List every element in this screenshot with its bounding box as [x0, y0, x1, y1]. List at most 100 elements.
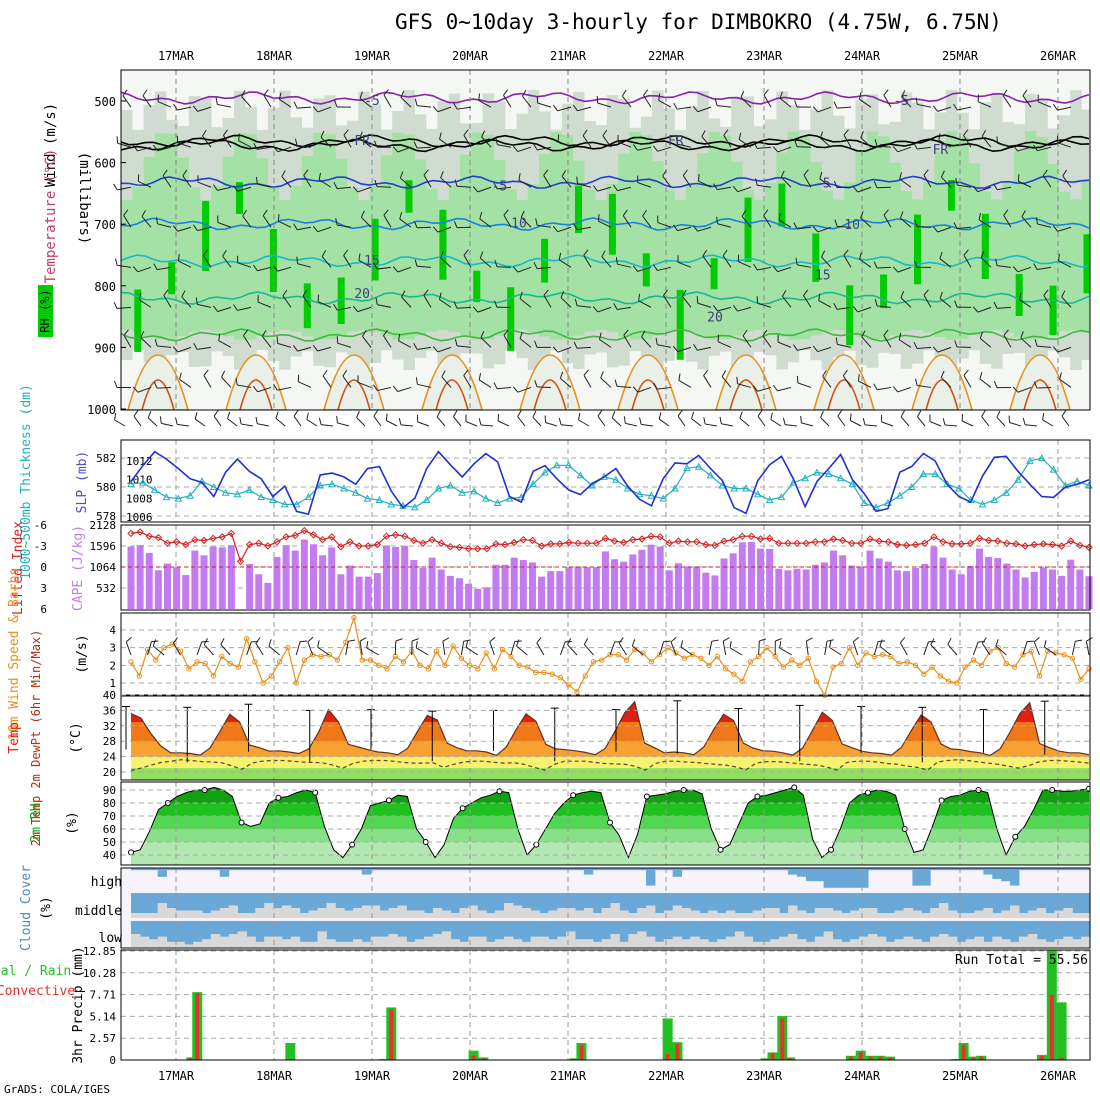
cloud-low-bar	[379, 936, 390, 947]
thickness-point	[198, 477, 206, 485]
upper-wind-barb	[560, 377, 572, 388]
upper-wind-barb-flag	[242, 209, 247, 217]
cloud-high-bar	[752, 868, 762, 871]
rh-shade-light-green	[482, 134, 495, 340]
upper-wind-barb-flag	[1033, 381, 1038, 389]
lifted-index-point	[337, 542, 345, 551]
upper-wind-barb-flag	[320, 130, 325, 138]
upper-wind-barb	[779, 97, 792, 108]
surface-wind-barb-flag	[711, 639, 719, 642]
upper-wind-barb	[897, 146, 912, 153]
temp-tick-label: 32	[103, 720, 116, 733]
isotherm-label: 20	[354, 287, 370, 302]
upper-wind-barb	[657, 344, 672, 348]
precip-tick-label: 5.14	[90, 1010, 117, 1023]
upper-wind-barb	[1002, 95, 1012, 108]
wind-speed-point	[243, 636, 250, 642]
near-surface-barb-flag	[597, 410, 603, 417]
cloud-low-bar	[299, 941, 310, 947]
thickness-point	[138, 478, 147, 486]
rh-shade-green	[812, 233, 820, 282]
surface-wind-barb-flag	[172, 637, 179, 644]
cloud-middle-bar	[175, 910, 185, 918]
wind10m-axis-label: 10m Wind Speed & Barbs	[7, 568, 22, 740]
cloud-low-bar	[583, 939, 594, 947]
lifted-index-point	[227, 529, 236, 538]
lifted-index-point	[264, 542, 272, 550]
upper-wind-barb-flag	[163, 289, 169, 296]
cape-bar	[830, 550, 838, 609]
near-surface-barb	[1009, 421, 1022, 427]
upper-wind-barb-flag	[873, 261, 878, 269]
rh-shade-green	[778, 183, 786, 227]
rh-shade-light-green	[426, 188, 438, 332]
wind-speed-point	[623, 657, 630, 663]
upper-wind-barb-flag	[115, 258, 118, 266]
upper-wind-barb	[1022, 95, 1032, 108]
upper-wind-barb-flag	[993, 301, 998, 309]
wind-speed-point	[1003, 660, 1010, 667]
near-surface-barb-flag	[942, 418, 946, 426]
cloud-low-bar	[832, 939, 842, 947]
upper-wind-barb	[780, 176, 792, 188]
wind-speed-point	[780, 664, 787, 670]
rh-shade-light-green	[234, 133, 246, 340]
upper-wind-barb	[778, 219, 792, 228]
upper-wind-barb	[359, 97, 372, 108]
upper-wind-barb-flag	[981, 130, 987, 137]
upper-wind-barb-flag	[358, 253, 361, 261]
wind-speed-point	[582, 673, 588, 679]
upper-wind-barb	[437, 226, 452, 233]
upper-wind-barb-flag	[503, 329, 509, 336]
wind-speed-point	[186, 666, 192, 672]
surface-wind-barb	[632, 645, 644, 656]
wind-speed-point	[326, 652, 332, 658]
upper-wind-barb-flag	[203, 369, 209, 376]
precip-convective-bar	[675, 1043, 680, 1060]
upper-wind-barb-flag	[803, 169, 809, 176]
credit-label: GrADS: COLA/IGES	[4, 1083, 110, 1096]
wind-speed-point	[1036, 673, 1043, 679]
wind-tick-label: 3	[109, 642, 116, 655]
upper-wind-barb	[697, 346, 712, 351]
wind-speed-point	[334, 657, 341, 663]
surface-wind-barb-flag	[806, 637, 813, 642]
cloud-high-bar	[637, 868, 647, 871]
upper-wind-barb-flag	[833, 101, 838, 109]
thickness-point	[647, 491, 656, 499]
cloud-high-bar	[743, 868, 754, 871]
upper-wind-barb	[777, 266, 792, 273]
cloud-low-bar	[1063, 936, 1073, 947]
rh2m-point	[238, 819, 245, 826]
near-surface-barb	[961, 420, 974, 427]
date-label-top: 25MAR	[942, 49, 979, 63]
upper-wind-barb	[737, 383, 752, 388]
lifted-index-point	[236, 557, 245, 566]
upper-wind-barb	[543, 175, 552, 188]
upper-wind-barb-flag	[899, 211, 904, 219]
near-surface-barb-flag	[133, 410, 139, 417]
near-surface-barb	[578, 419, 590, 427]
upper-wind-barb-flag	[873, 181, 878, 188]
upper-wind-barb-flag	[232, 185, 238, 192]
upper-wind-barb	[123, 335, 132, 348]
upper-wind-barb	[317, 226, 332, 233]
upper-wind-barb-flag	[360, 210, 365, 218]
cloud-middle-bar	[264, 903, 274, 918]
surface-wind-barb	[729, 647, 743, 656]
cloud-high-bar	[352, 868, 363, 871]
surface-wind-barb-flag	[152, 639, 157, 647]
rh2m-axis-label: 2m RH	[29, 803, 44, 842]
rh-shade-light-green	[313, 132, 325, 340]
wind-speed-point	[293, 680, 299, 686]
upper-wind-barb	[1037, 146, 1052, 152]
upper-wind-barb-flag	[582, 129, 588, 136]
rh-shade-light-green	[618, 153, 630, 337]
upper-wind-barb	[277, 266, 292, 272]
upper-wind-barb-flag	[375, 297, 378, 305]
thickness-point	[1049, 465, 1058, 473]
upper-wind-barb	[617, 186, 632, 192]
lifted-index-point	[674, 537, 683, 545]
isotherm-label: FR	[668, 134, 684, 149]
wind-speed-point	[359, 657, 365, 663]
